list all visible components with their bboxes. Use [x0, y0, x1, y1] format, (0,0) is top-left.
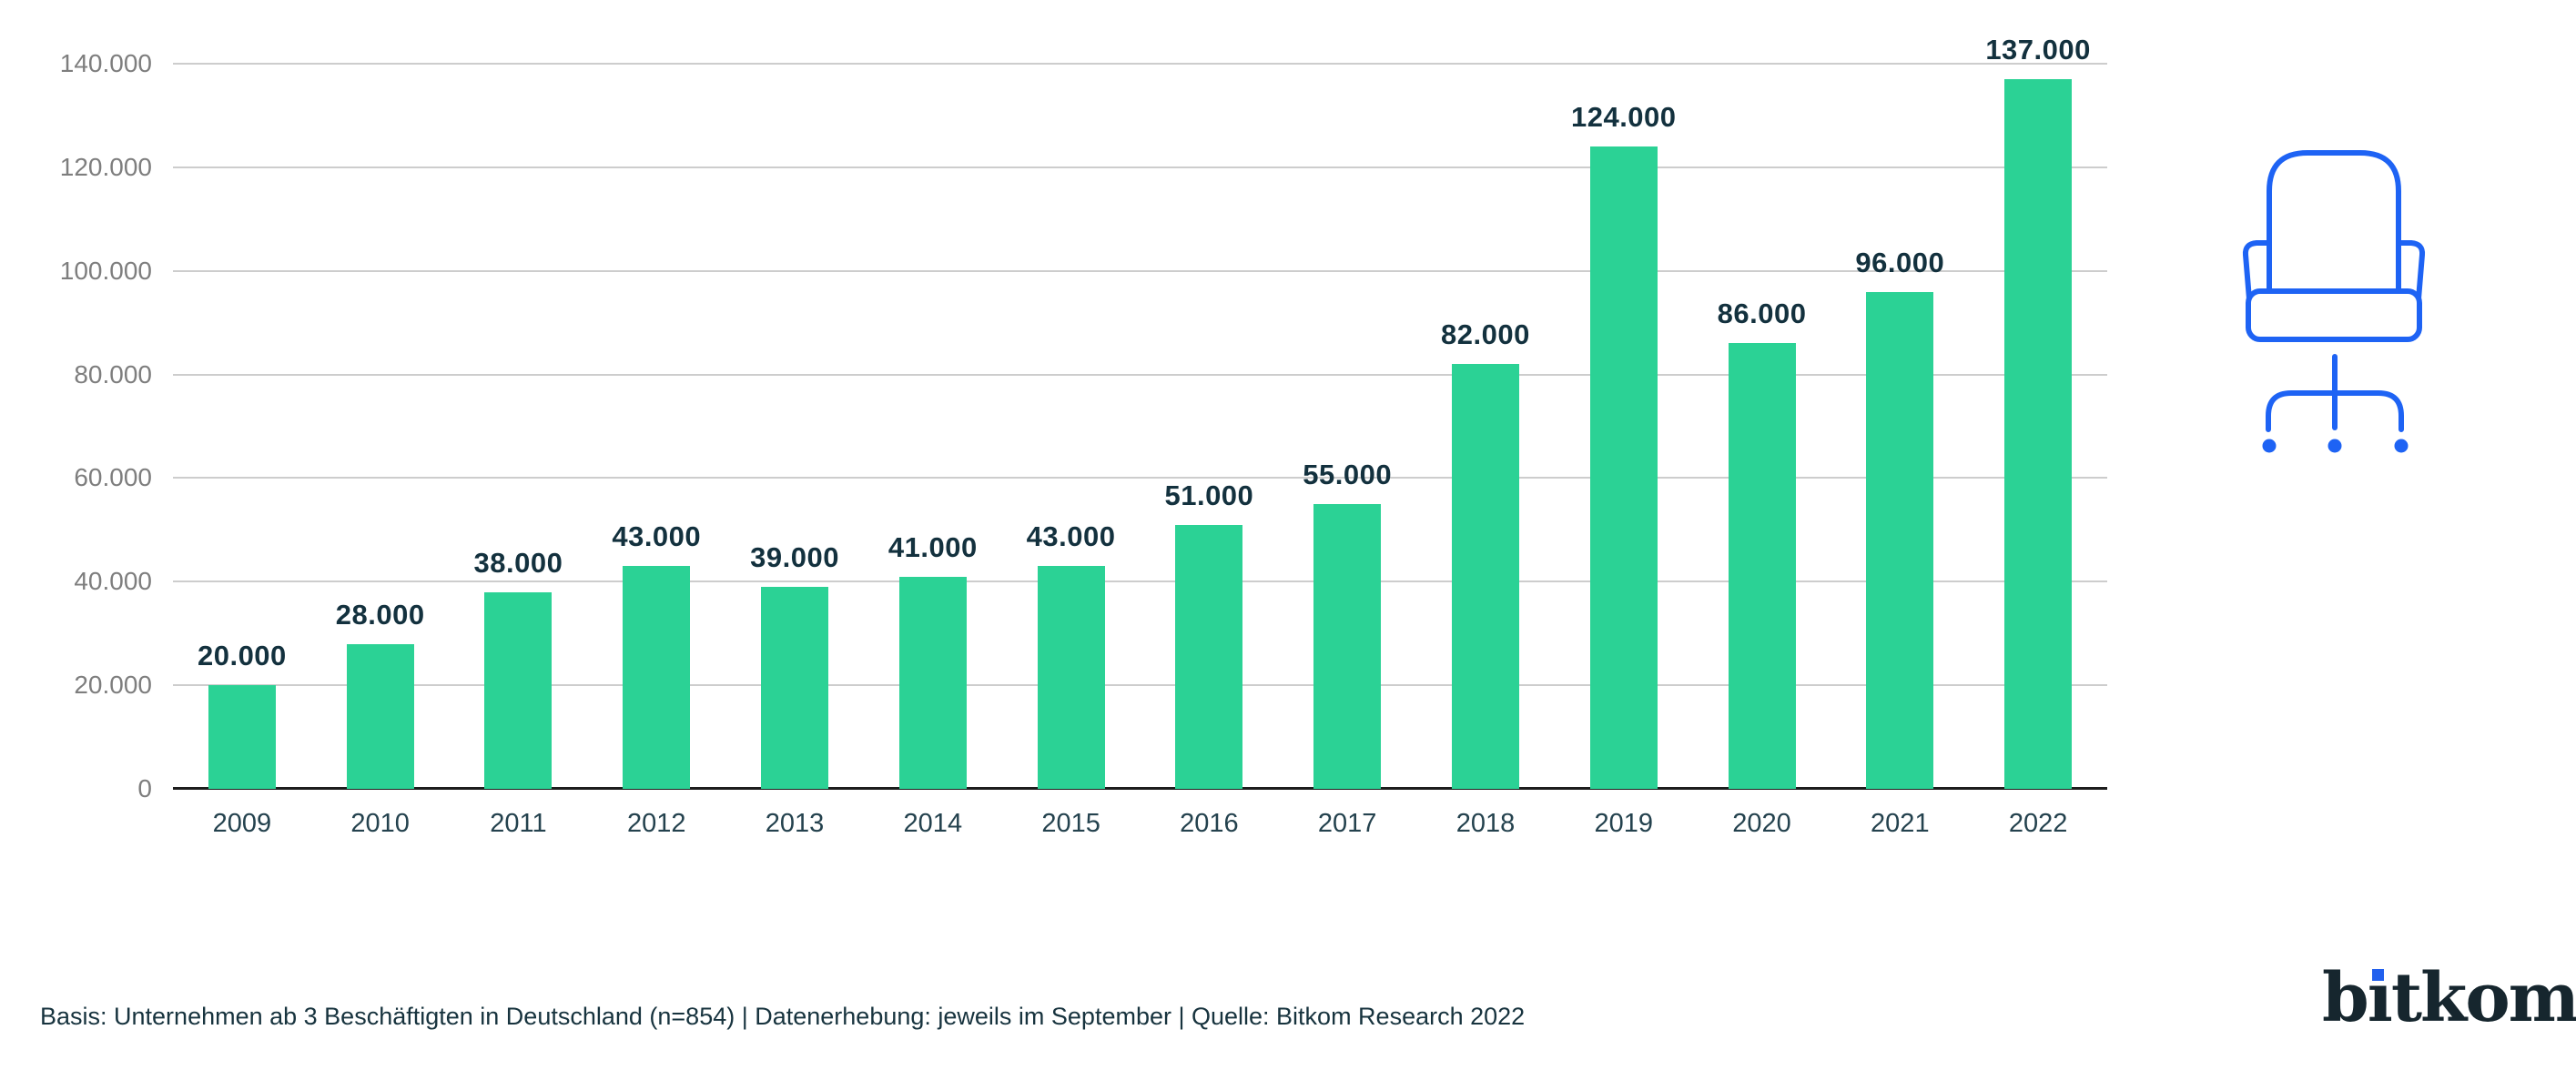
bar: [208, 685, 276, 789]
chair-seat: [2246, 288, 2422, 342]
gridline: [173, 166, 2107, 168]
chair-base: [2266, 390, 2404, 432]
bar: [1728, 343, 1796, 789]
y-tick-label: 40.000: [74, 567, 152, 596]
bar: [623, 566, 691, 789]
y-tick-label: 80.000: [74, 359, 152, 389]
x-tick-label: 2022: [2008, 809, 2068, 838]
x-tick-label: 2010: [350, 809, 410, 838]
bar-chart: 140.000 120.000 100.000 80.000 60.000 40.000 2…: [60, 34, 2107, 838]
chair-wheel: [2394, 439, 2409, 453]
bar: [1589, 146, 1658, 789]
y-tick-label: 120.000: [59, 152, 152, 181]
bar-value-label: 137.000: [1985, 34, 2091, 66]
office-chair-icon: [2242, 150, 2426, 453]
bar-value-label: 86.000: [1717, 298, 1807, 330]
x-tick-label: 2016: [1180, 809, 1239, 838]
bar-value-label: 82.000: [1441, 318, 1530, 351]
bar: [1866, 291, 1934, 789]
gridline: [173, 477, 2107, 479]
chair-backrest: [2267, 150, 2401, 303]
x-axis-line: [173, 787, 2107, 790]
bar-value-label: 96.000: [1855, 246, 1945, 278]
x-tick-label: 2021: [1871, 809, 1930, 838]
x-tick-label: 2014: [903, 809, 963, 838]
bar-value-label: 39.000: [750, 540, 839, 573]
chair-armrest-left: [2242, 240, 2272, 335]
bar-value-label: 38.000: [473, 546, 563, 579]
y-tick-label: 100.000: [59, 256, 152, 285]
bar-value-label: 51.000: [1164, 479, 1254, 511]
gridline: [173, 63, 2107, 65]
bar: [2004, 79, 2073, 789]
y-tick-label: 140.000: [59, 49, 152, 77]
x-tick-label: 2017: [1317, 809, 1377, 838]
bar-value-label: 124.000: [1570, 101, 1677, 134]
gridline: [173, 580, 2107, 583]
chair-armrest-right: [2396, 240, 2426, 335]
chair-wheel: [2262, 439, 2277, 453]
x-tick-label: 2012: [626, 809, 686, 838]
x-tick-label: 2015: [1041, 809, 1100, 838]
bar-value-label: 41.000: [887, 530, 978, 563]
bar: [1313, 503, 1382, 789]
bar-value-label: 43.000: [612, 520, 702, 553]
logo-text-post: tkom: [2390, 959, 2576, 1037]
x-tick-label: 2011: [490, 809, 547, 838]
bar-value-label: 43.000: [1026, 520, 1116, 553]
x-tick-label: 2013: [765, 809, 825, 838]
x-tick-label: 2018: [1455, 809, 1516, 838]
source-note: Basis: Unternehmen ab 3 Beschäftigten in…: [40, 1003, 1526, 1030]
gridline: [173, 684, 2107, 687]
bar: [761, 586, 829, 789]
y-tick-label: 0: [137, 774, 152, 802]
bar: [484, 591, 553, 789]
gridline: [173, 269, 2107, 272]
x-tick-label: 2020: [1732, 809, 1791, 838]
bar: [1037, 566, 1105, 789]
x-tick-label: 2009: [212, 809, 272, 838]
y-tick-label: 60.000: [74, 463, 152, 492]
bar: [346, 643, 414, 789]
bar-value-label: 28.000: [335, 598, 425, 631]
bar-value-label: 55.000: [1303, 458, 1393, 490]
logo-letter-i: ı: [2368, 964, 2393, 1032]
gridline: [173, 373, 2107, 376]
bar-value-label: 20.000: [197, 640, 287, 672]
bar: [1175, 524, 1243, 789]
bar: [898, 576, 967, 789]
logo-text-pre: b: [2322, 959, 2369, 1037]
chair-wheel: [2328, 439, 2342, 453]
logo-i-dot-icon: [2371, 969, 2384, 981]
y-tick-label: 20.000: [74, 671, 152, 700]
x-tick-label: 2019: [1594, 809, 1654, 838]
bitkom-logo: bı tkom: [2322, 964, 2576, 1032]
bar: [1451, 364, 1519, 789]
